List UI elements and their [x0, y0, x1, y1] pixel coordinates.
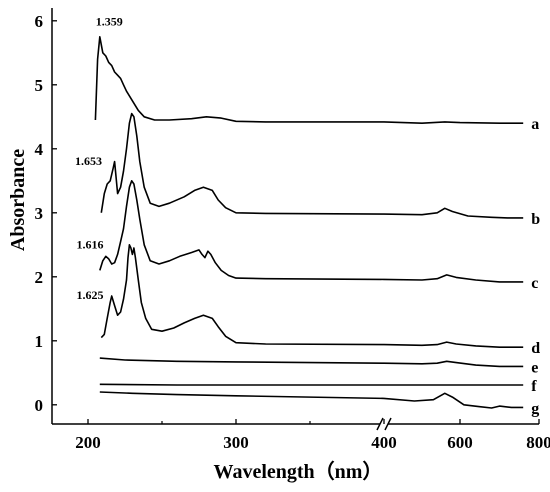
series-label-a: a	[531, 116, 539, 133]
peak-annotation: 1.653	[75, 154, 102, 168]
axis-break-mark	[384, 417, 392, 431]
series-line-e	[99, 357, 524, 368]
x-tick-label: 600	[447, 433, 473, 452]
y-tick-label: 1	[35, 332, 44, 351]
series-label-c: c	[531, 275, 538, 292]
y-tick-label: 6	[35, 12, 44, 31]
series-label-g: g	[531, 400, 539, 417]
series-curves	[94, 36, 524, 409]
series-line-f	[99, 383, 524, 386]
x-axis-title: Wavelength（nm）	[214, 460, 383, 483]
series-label-f: f	[531, 378, 537, 395]
y-tick-label: 3	[35, 204, 44, 223]
axis-ticks: 0 1 2 3 4 5 6 200 300 400 600 800	[35, 12, 550, 452]
series-line-c	[99, 180, 524, 283]
series-label-d: d	[531, 340, 540, 357]
y-tick-label: 0	[35, 396, 44, 415]
series-label-b: b	[531, 211, 540, 228]
x-tick-label: 200	[75, 433, 101, 452]
peak-annotations: 1.359 1.653 1.616 1.625	[75, 14, 123, 302]
y-tick-label: 5	[35, 76, 44, 95]
series-line-a	[94, 36, 524, 124]
y-tick-label: 4	[35, 140, 44, 159]
peak-annotation: 1.616	[77, 238, 104, 252]
series-line-d	[100, 244, 524, 348]
series-line-b	[100, 112, 524, 219]
peak-annotation: 1.359	[96, 14, 123, 28]
axes-frame	[51, 8, 539, 431]
y-tick-label: 2	[35, 268, 44, 287]
x-tick-label: 800	[526, 433, 550, 452]
x-tick-label: 400	[371, 433, 397, 452]
y-axis-title: Absorbance	[7, 149, 29, 251]
series-line-g	[99, 391, 524, 409]
axis-break-mark	[376, 417, 384, 431]
peak-annotation: 1.625	[77, 288, 104, 302]
x-tick-label: 300	[223, 433, 249, 452]
series-label-e: e	[531, 359, 538, 376]
